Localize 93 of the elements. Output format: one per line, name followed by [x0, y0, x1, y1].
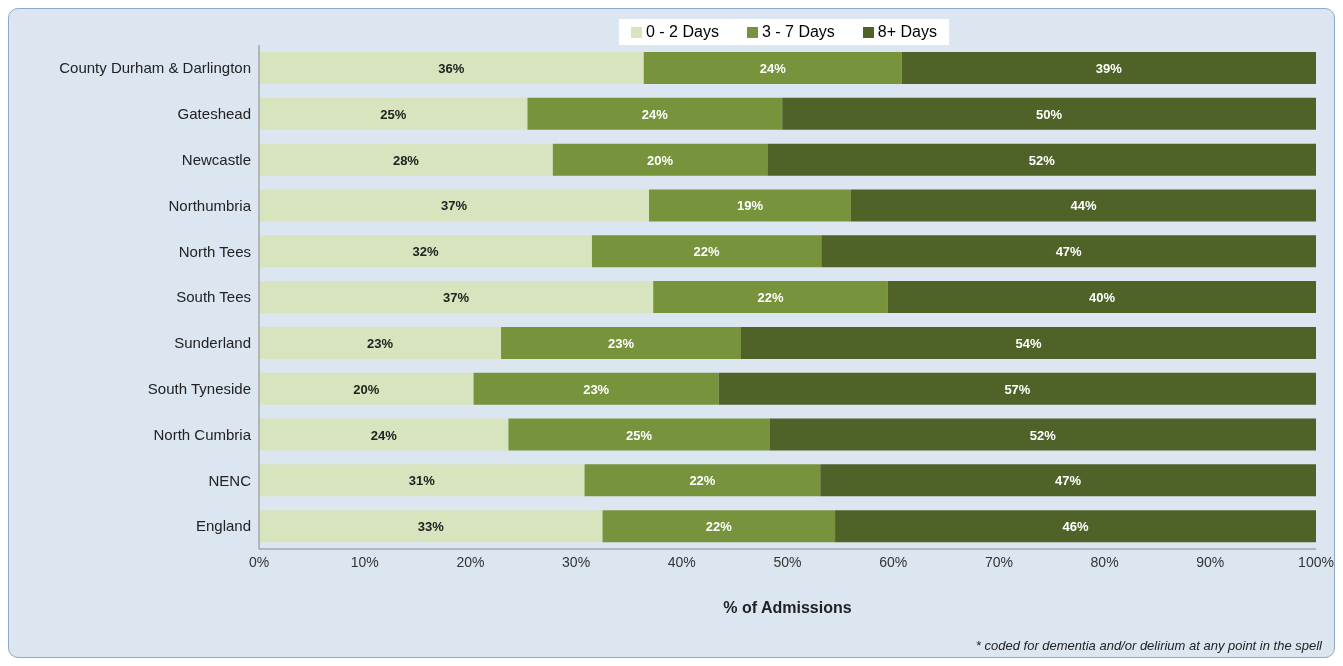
data-label: 22% [757, 290, 785, 306]
x-tick-label: 70% [984, 553, 1013, 570]
data-label: 23% [583, 381, 610, 397]
bar [767, 143, 1316, 176]
x-tick-label: 90% [1196, 553, 1225, 570]
data-label: 24% [641, 106, 669, 122]
data-label: 54% [1015, 335, 1042, 351]
x-tick-label: 20% [456, 553, 485, 570]
data-label: 23% [367, 335, 394, 351]
bar [835, 510, 1316, 543]
data-label: 25% [380, 106, 407, 122]
data-label: 52% [1029, 427, 1057, 443]
bar [259, 326, 502, 359]
bar [259, 372, 474, 405]
y-tick-label: Northumbria [168, 196, 252, 214]
bar [602, 510, 836, 543]
bar [649, 189, 851, 222]
bar [782, 97, 1316, 130]
data-label: 37% [441, 198, 468, 214]
data-label: 22% [705, 519, 733, 535]
y-tick-label: England [195, 517, 251, 535]
y-tick-label: Newcastle [181, 150, 251, 168]
data-label: 46% [1062, 519, 1089, 535]
data-label: 24% [759, 61, 787, 76]
y-tick-label: NENC [208, 471, 252, 489]
x-tick-label: 50% [773, 553, 802, 570]
x-tick-label: 40% [667, 553, 696, 570]
bar [591, 235, 822, 268]
data-label: 47% [1055, 244, 1083, 260]
x-tick-label: 100% [1298, 553, 1334, 570]
data-label: 31% [408, 473, 436, 489]
bar [887, 281, 1316, 314]
data-label: 39% [1095, 61, 1123, 76]
data-label: 33% [417, 519, 445, 535]
y-tick-label: North Cumbria [153, 425, 252, 443]
bar [740, 326, 1316, 359]
y-tick-label: Sunderland [174, 334, 251, 352]
bar [473, 372, 719, 405]
bar [259, 97, 528, 130]
y-tick-label: County Durham & Darlington [59, 59, 251, 77]
y-tick-label: South Tees [176, 288, 251, 306]
bar [584, 464, 821, 497]
bar [643, 52, 902, 84]
bar [259, 510, 603, 543]
x-tick-label: 80% [1090, 553, 1119, 570]
x-tick-label: 0% [248, 553, 270, 570]
legend-label: 3 - 7 Days [760, 23, 835, 41]
bar [259, 143, 553, 176]
data-label: 19% [736, 198, 764, 214]
bar [527, 97, 783, 130]
bar [901, 52, 1316, 84]
bar [653, 281, 888, 314]
bar [508, 418, 770, 451]
bar [259, 189, 650, 222]
data-label: 23% [608, 335, 635, 351]
bar [552, 143, 768, 176]
data-label: 52% [1028, 152, 1056, 168]
bar [850, 189, 1316, 222]
data-label: 24% [370, 427, 398, 443]
data-label: 20% [353, 381, 380, 397]
data-label: 25% [625, 427, 653, 443]
text: * coded for dementia and/or delirium at any point in the spell [975, 638, 1322, 653]
x-tick-label: 30% [562, 553, 591, 570]
bar [259, 235, 592, 268]
y-tick-label: North Tees [178, 242, 251, 260]
y-tick-label: Gateshead [177, 105, 251, 123]
data-label: 37% [443, 290, 470, 306]
data-label: 44% [1070, 198, 1097, 214]
bar [259, 418, 509, 451]
bar [718, 372, 1316, 405]
data-label: 20% [647, 152, 674, 168]
legend-label: 8+ Days [876, 23, 937, 41]
x-tick-label: 10% [350, 553, 379, 570]
data-label: 32% [412, 244, 439, 260]
x-axis-title: % of Admissions [723, 599, 852, 616]
x-tick-label: 60% [879, 553, 908, 570]
data-label: 22% [693, 244, 721, 260]
data-label: 50% [1036, 106, 1063, 122]
data-label: 40% [1088, 290, 1116, 306]
legend-label: 0 - 2 Days [645, 23, 719, 41]
data-label: 36% [438, 61, 465, 76]
data-label: 47% [1055, 473, 1082, 489]
bar [259, 464, 585, 497]
bar [821, 235, 1316, 268]
data-label: 22% [689, 473, 716, 489]
y-tick-label: South Tyneside [147, 379, 251, 397]
bar [769, 418, 1316, 451]
data-label: 57% [1004, 381, 1031, 397]
bar [259, 52, 644, 84]
data-label: 28% [392, 152, 420, 168]
bar [259, 281, 654, 314]
bar [501, 326, 741, 359]
bar [820, 464, 1316, 497]
